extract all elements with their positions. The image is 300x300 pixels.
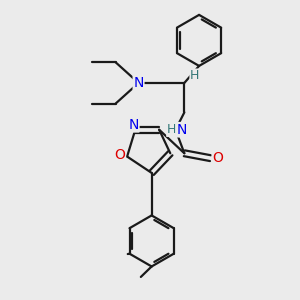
Text: H: H [167,123,176,136]
Text: N: N [128,118,139,132]
Text: O: O [115,148,125,162]
Text: H: H [190,69,200,82]
Text: O: O [212,151,223,165]
Text: N: N [176,123,187,137]
Text: N: N [134,76,144,90]
